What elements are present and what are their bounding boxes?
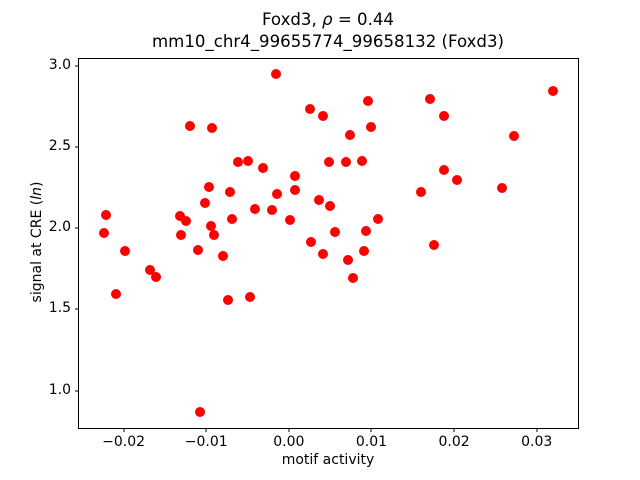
data-point: [508, 130, 519, 141]
data-point: [271, 68, 282, 79]
text-segment: ρ: [322, 10, 333, 29]
y-tick-mark: [75, 146, 79, 148]
x-tick-label: 0.00: [273, 434, 305, 450]
y-tick-label: 3.0: [48, 57, 71, 74]
data-point: [314, 194, 325, 205]
data-point: [324, 157, 335, 168]
y-tick-mark: [75, 390, 79, 392]
x-tick-mark: [370, 428, 372, 432]
x-tick-mark: [123, 428, 125, 432]
data-point: [330, 226, 341, 237]
y-tick-mark: [75, 308, 79, 310]
data-point: [439, 165, 450, 176]
data-point: [366, 122, 377, 133]
data-point: [150, 271, 161, 282]
data-point: [289, 170, 300, 181]
data-point: [225, 187, 236, 198]
data-point: [174, 211, 185, 222]
data-point: [340, 156, 351, 167]
data-point: [285, 214, 296, 225]
y-tick-mark: [75, 227, 79, 229]
data-point: [181, 215, 192, 226]
data-point: [451, 175, 462, 186]
data-point: [232, 157, 243, 168]
data-point: [101, 209, 112, 220]
x-tick-label: 0.03: [521, 434, 553, 450]
data-point: [217, 251, 228, 262]
data-point: [373, 214, 384, 225]
x-tick-mark: [205, 428, 207, 432]
chart-title-line1: Foxd3, ρ = 0.44: [78, 9, 578, 31]
y-tick-label: 1.5: [48, 300, 71, 317]
data-point: [429, 240, 440, 251]
data-point: [226, 214, 237, 225]
data-point: [317, 111, 328, 122]
text-segment: ): [29, 181, 45, 188]
data-point: [356, 156, 367, 167]
plot-area: −0.02 −0.01 0.00 0.01 0.02 0.03 1.0 1.5 2.0 2.5 3.…: [49, 57, 579, 450]
x-tick-mark: [288, 428, 290, 432]
data-point: [175, 230, 186, 241]
y-axis-label: signal at CRE (ln): [29, 182, 45, 303]
data-point: [348, 272, 359, 283]
data-point: [305, 103, 316, 114]
y-tick-label: 2.5: [48, 138, 71, 155]
x-tick-mark: [453, 428, 455, 432]
x-axis-label: motif activity: [281, 452, 375, 468]
data-point: [290, 185, 301, 196]
data-point: [342, 255, 353, 266]
chart-title-line2: mm10_chr4_99655774_99658132 (Foxd3): [151, 32, 504, 51]
data-point: [306, 237, 317, 248]
x-tick-label: 0.02: [438, 434, 470, 450]
data-point: [439, 111, 450, 122]
y-tick-mark: [75, 65, 79, 67]
data-point: [208, 230, 219, 241]
data-point: [120, 246, 131, 257]
data-point: [258, 163, 269, 174]
data-point: [192, 244, 203, 255]
y-tick-label: 2.0: [48, 219, 71, 236]
data-point: [317, 248, 328, 259]
data-point: [207, 123, 217, 134]
data-point: [98, 227, 109, 238]
data-point: [206, 221, 217, 232]
data-point: [267, 204, 278, 215]
data-point: [360, 226, 371, 237]
data-point: [344, 129, 355, 140]
text-segment: Foxd3,: [261, 10, 323, 29]
x-tick-label: −0.01: [184, 434, 228, 450]
data-point: [145, 265, 156, 276]
data-point: [194, 406, 205, 417]
data-point: [184, 120, 195, 131]
data-point: [243, 156, 254, 167]
data-point: [363, 95, 374, 106]
data-point: [425, 94, 436, 105]
data-point: [249, 204, 260, 215]
data-point: [325, 201, 336, 212]
chart-title: Foxd3, ρ = 0.44 mm10_chr4_99655774_99658…: [78, 9, 578, 53]
y-tick-label: 1.0: [48, 381, 71, 398]
data-point: [203, 181, 214, 192]
text-segment: signal at CRE (: [29, 199, 45, 303]
data-point: [416, 186, 427, 197]
x-tick-label: −0.02: [102, 434, 146, 450]
x-tick-label: 0.01: [355, 434, 388, 450]
text-segment: ln: [29, 187, 45, 200]
data-point: [359, 246, 370, 257]
data-point: [199, 198, 210, 209]
data-point: [548, 86, 559, 97]
text-segment: = 0.44: [332, 10, 394, 29]
data-point: [496, 182, 507, 193]
data-point: [222, 295, 233, 306]
x-tick-mark: [536, 428, 538, 432]
data-point: [272, 188, 283, 199]
data-point: [245, 291, 255, 302]
data-point: [111, 289, 122, 300]
